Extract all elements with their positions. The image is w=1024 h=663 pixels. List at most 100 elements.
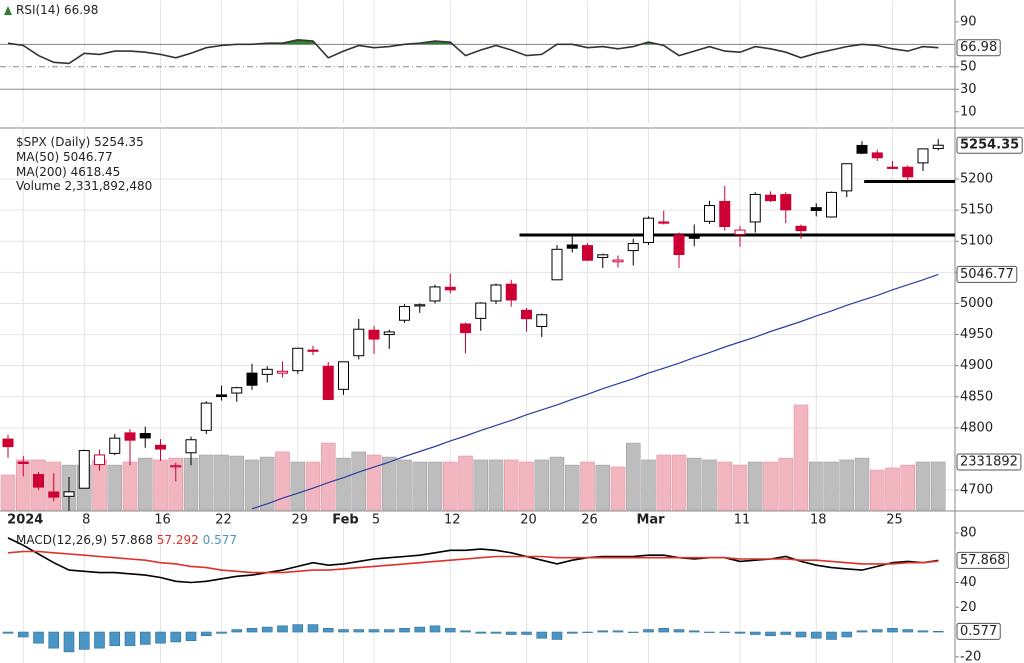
x-tick-label: 22 (215, 513, 232, 528)
value-box-label: 66.98 (960, 40, 997, 55)
candle-body (155, 444, 166, 450)
y-tick-label: 20 (960, 600, 977, 615)
candle-body (841, 163, 853, 192)
rsi-icon (4, 6, 12, 15)
candle-body (94, 454, 105, 466)
volume-bar (854, 457, 870, 511)
histogram-bar (109, 631, 121, 646)
histogram-bar (383, 629, 395, 633)
legend-entry: MA(50) 5046.77 (16, 150, 113, 164)
histogram-bar (307, 624, 319, 633)
value-box (956, 453, 1022, 471)
volume-bar (549, 456, 565, 511)
candle-body (505, 283, 517, 301)
legend-name: RSI(14) (16, 3, 60, 17)
volume-bar (168, 457, 183, 511)
candle-body (490, 284, 502, 302)
volume-bar (244, 459, 260, 511)
histogram-bar (444, 628, 456, 633)
y-tick-label: 4700 (960, 483, 993, 498)
candle-body (765, 194, 776, 202)
histogram-bar (612, 630, 624, 633)
candle-body (871, 152, 883, 159)
y-tick-label: 4800 (960, 420, 993, 435)
price-legend: $SPX (Daily) 5254.35 (16, 135, 144, 149)
legend-value: 66.98 (64, 3, 98, 17)
volume-bar (824, 461, 839, 511)
series-line (7, 550, 939, 574)
volume-bar (0, 474, 16, 511)
y-tick-label: 4950 (960, 327, 993, 342)
candle-body (17, 461, 29, 464)
candle-body (33, 474, 44, 488)
volume-bar (610, 466, 626, 511)
candle-body (353, 328, 365, 357)
y-tick-label: 10 (960, 104, 977, 119)
legend-name: MA(50) (16, 150, 59, 164)
volume-bar (931, 461, 946, 511)
volume-bar (778, 457, 793, 511)
histogram-bar (688, 630, 700, 633)
candle-body (780, 194, 792, 211)
y-tick-label: 80 (960, 525, 977, 540)
volume-bar (229, 455, 244, 511)
histogram-bar (902, 629, 914, 633)
volume-bar (488, 459, 504, 511)
candle-body (719, 200, 731, 228)
histogram-bar (810, 631, 822, 639)
legend-value: 5254.35 (94, 135, 144, 149)
histogram-bar (185, 631, 197, 642)
candle-body (582, 245, 593, 261)
histogram-bar (749, 631, 761, 635)
candle-body (246, 372, 258, 386)
volume-bar (915, 461, 931, 511)
series-line (7, 38, 939, 65)
candle-body (673, 234, 685, 256)
candle-body (322, 365, 334, 400)
candle-body (734, 229, 746, 235)
candle-body (48, 491, 60, 498)
volume-bar (153, 459, 168, 511)
histogram-bar (841, 631, 853, 638)
volume-bar (534, 459, 549, 511)
series-line (7, 537, 939, 584)
histogram-bar (414, 626, 426, 633)
legend-value: 5046.77 (63, 150, 113, 164)
x-tick-label: 5 (372, 513, 380, 528)
value-box-label: 0.577 (960, 624, 997, 639)
candle-body (2, 438, 14, 448)
histogram-bar (856, 630, 868, 633)
candle-body (887, 166, 898, 169)
legend-entry: MA(200) 4618.45 (16, 165, 120, 179)
legend-value: 2,331,892,480 (64, 179, 152, 193)
candle-body (292, 347, 304, 372)
value-box (956, 265, 1018, 283)
histogram-bar (932, 631, 944, 633)
x-tick-label: 26 (581, 513, 598, 528)
candle-body (185, 439, 197, 454)
histogram-bar (368, 629, 380, 633)
volume-bar (382, 456, 397, 511)
volume-bar (214, 454, 229, 511)
histogram-bar (475, 631, 487, 634)
volume-bar (275, 451, 290, 511)
value-box-label: 57.868 (960, 553, 1006, 568)
candle-body (63, 491, 75, 497)
candle-body (749, 193, 761, 223)
candle-body (917, 148, 929, 164)
candle-body (368, 329, 380, 340)
histogram-bar (261, 626, 273, 633)
histogram-bar (627, 631, 639, 633)
candle-body (627, 243, 639, 252)
candle-body (216, 394, 227, 398)
volume-bar (107, 464, 122, 511)
volume-bar (412, 461, 427, 511)
candle-body (643, 217, 654, 243)
volume-bar (793, 404, 809, 511)
y-tick-label: -20 (960, 649, 981, 663)
volume-bar (260, 456, 275, 511)
volume-bar (366, 454, 382, 511)
candle-body (704, 205, 715, 222)
histogram-bar (780, 631, 792, 635)
